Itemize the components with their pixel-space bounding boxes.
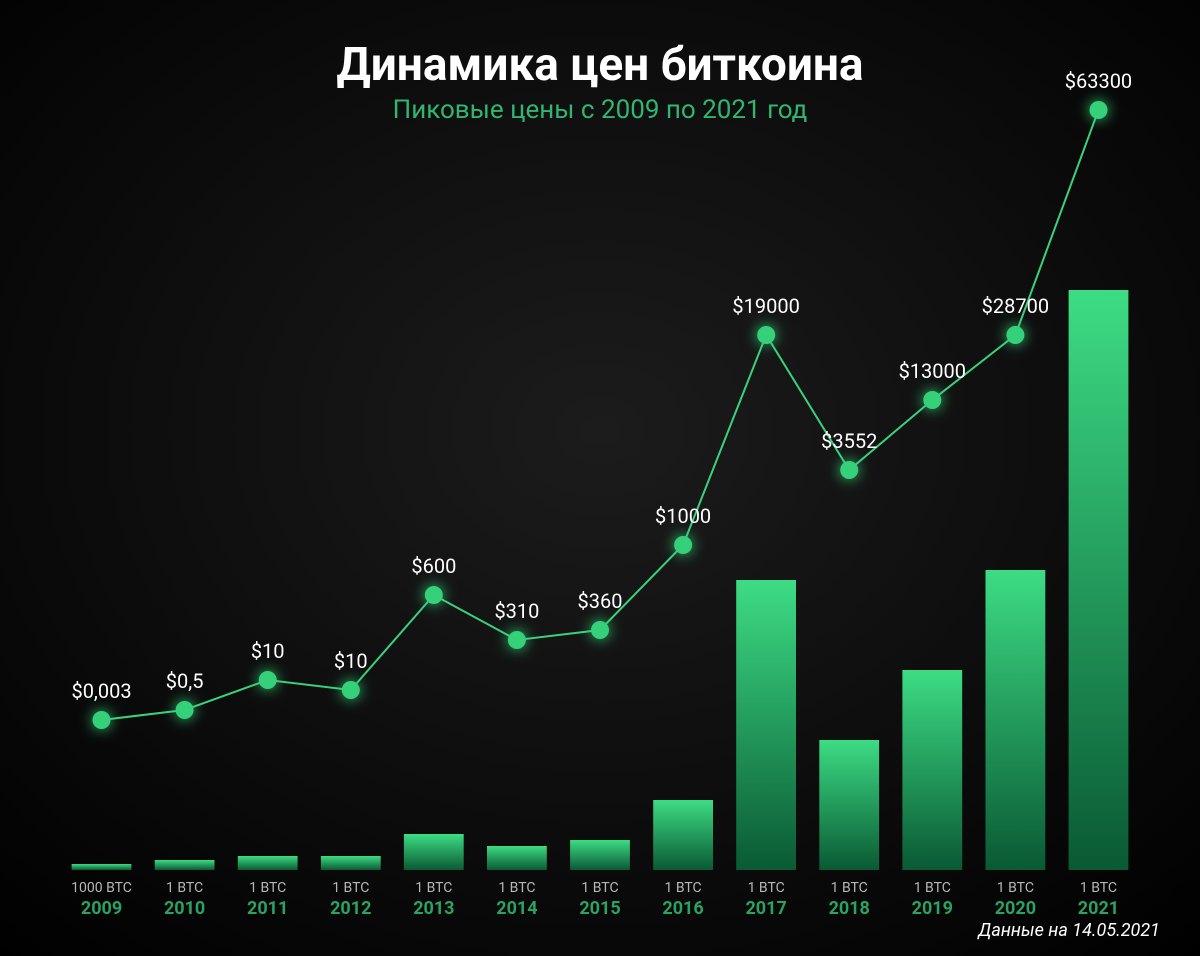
chart-canvas: Динамика цен биткоинаПиковые цены с 2009… [0,0,1200,956]
year-label: 2016 [662,898,703,919]
value-label: $19000 [732,294,799,318]
data-point [93,711,111,729]
unit-label: 1 BTC [748,880,785,896]
year-label: 2011 [247,898,288,919]
value-label: $0,003 [71,679,131,703]
bar [404,834,464,870]
year-label: 2010 [164,898,205,919]
bar [238,856,298,870]
year-label: 2009 [81,898,122,919]
bar [1069,290,1129,870]
data-point [425,586,443,604]
chart-title: Динамика цен биткоина [336,38,863,92]
data-point [674,536,692,554]
bar [819,740,879,870]
year-label: 2012 [330,898,371,919]
data-point [176,701,194,719]
year-label: 2021 [1078,898,1119,919]
year-label: 2018 [829,898,870,919]
value-label: $10 [334,649,368,673]
unit-label: 1 BTC [664,880,701,896]
value-label: $310 [494,599,539,623]
year-label: 2013 [413,898,454,919]
value-label: $600 [411,554,456,578]
bar [72,864,132,870]
bar [986,570,1046,870]
data-point [757,326,775,344]
data-point [840,461,858,479]
unit-label: 1 BTC [249,880,286,896]
value-label: $0,5 [166,669,204,693]
unit-label: 1 BTC [1080,880,1117,896]
bar [902,670,962,870]
unit-label: 1 BTC [166,880,203,896]
value-label: $360 [578,589,623,613]
year-label: 2019 [912,898,953,919]
unit-label: 1000 BTC [71,880,132,896]
unit-label: 1 BTC [997,880,1034,896]
value-label: $13000 [899,359,966,383]
year-label: 2015 [579,898,620,919]
data-point [508,631,526,649]
data-point [1090,101,1108,119]
bar [155,860,215,870]
value-label: $28700 [982,294,1049,318]
year-label: 2020 [995,898,1036,919]
value-label: $1000 [655,504,711,528]
value-label: $10 [251,639,285,663]
unit-label: 1 BTC [332,880,369,896]
bar [487,846,547,870]
year-label: 2014 [496,898,537,919]
data-point [1006,326,1024,344]
unit-label: 1 BTC [415,880,452,896]
bar [653,800,713,870]
data-point [259,671,277,689]
unit-label: 1 BTC [498,880,535,896]
unit-label: 1 BTC [914,880,951,896]
data-point [591,621,609,639]
footer-note: Данные на 14.05.2021 [976,920,1160,941]
year-label: 2017 [745,898,786,919]
value-label: $3552 [821,429,877,453]
unit-label: 1 BTC [581,880,618,896]
bar [570,840,630,870]
data-point [342,681,360,699]
unit-label: 1 BTC [831,880,868,896]
data-point [923,391,941,409]
value-label: $63300 [1065,69,1132,93]
bar [321,856,381,870]
bar [736,580,796,870]
chart-subtitle: Пиковые цены с 2009 по 2021 год [393,95,808,125]
